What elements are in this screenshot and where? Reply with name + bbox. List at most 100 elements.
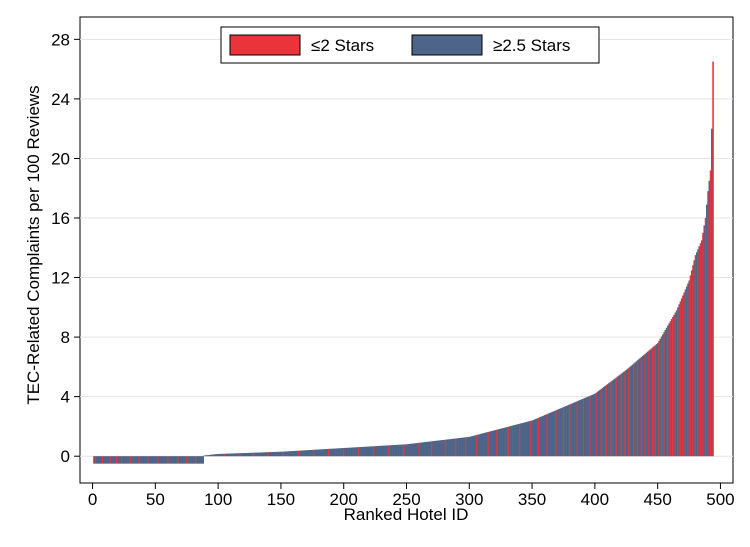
bar	[279, 451, 281, 457]
bar	[161, 456, 163, 464]
bar	[115, 456, 118, 464]
bar	[591, 394, 594, 457]
bar	[699, 243, 702, 457]
bar	[515, 424, 517, 457]
bar	[162, 456, 164, 464]
bar	[644, 353, 647, 457]
bar	[103, 456, 105, 464]
bar	[430, 441, 433, 457]
bar	[270, 452, 272, 457]
bar	[282, 451, 285, 457]
bar	[316, 449, 319, 457]
x-tick-label: 450	[643, 490, 671, 509]
bar	[289, 451, 291, 457]
bar	[518, 423, 521, 457]
bar	[526, 421, 528, 457]
bar	[547, 413, 550, 457]
bar	[346, 447, 349, 457]
bar	[355, 447, 358, 457]
x-tick-label: 400	[581, 490, 609, 509]
bar	[333, 448, 335, 457]
bar	[228, 453, 231, 457]
bar	[556, 409, 559, 457]
bar	[387, 445, 389, 457]
bar	[459, 437, 462, 457]
bar	[707, 191, 709, 457]
bar	[551, 411, 554, 457]
bar	[704, 217, 707, 457]
bar	[538, 417, 541, 457]
bar	[99, 456, 102, 464]
bar	[310, 449, 312, 457]
x-tick-label: 250	[392, 490, 420, 509]
bar	[408, 443, 410, 457]
bar	[536, 418, 539, 457]
x-tick-label: 150	[267, 490, 295, 509]
bar	[173, 456, 176, 464]
bar	[140, 456, 143, 464]
y-tick-label: 8	[61, 328, 70, 347]
bar	[410, 443, 413, 457]
bar	[252, 452, 255, 457]
bar	[482, 433, 485, 457]
bar	[437, 440, 439, 457]
bar	[462, 437, 464, 457]
bar	[263, 452, 266, 457]
bar	[197, 456, 199, 464]
bar	[703, 225, 706, 457]
bar	[625, 369, 628, 457]
bar	[600, 388, 603, 457]
bar	[662, 334, 664, 457]
bar	[142, 456, 144, 464]
bar	[326, 448, 329, 457]
x-tick-label: 100	[204, 490, 232, 509]
bar	[256, 452, 258, 457]
bar	[400, 444, 403, 457]
bar	[557, 409, 560, 457]
bar	[498, 428, 501, 457]
bar	[577, 400, 580, 457]
legend-swatch-le2	[229, 34, 301, 56]
bar	[451, 438, 453, 457]
bar	[145, 456, 148, 464]
bar	[351, 447, 354, 457]
bar	[425, 441, 428, 457]
bar	[127, 456, 129, 464]
bar	[132, 456, 134, 464]
bar	[629, 366, 631, 457]
bar	[230, 453, 232, 457]
bar	[395, 444, 398, 457]
bar	[633, 363, 635, 457]
legend-swatch-ge2-5	[411, 34, 483, 56]
bar	[380, 445, 383, 457]
bar	[603, 387, 605, 457]
legend-label-ge2-5: ≥2.5 Stars	[493, 36, 570, 55]
bar	[483, 432, 486, 457]
bar	[541, 416, 544, 457]
bar	[168, 456, 171, 464]
bar	[560, 408, 562, 457]
bar	[226, 453, 228, 457]
bar	[672, 316, 674, 457]
bar	[192, 456, 194, 464]
bar	[496, 429, 498, 457]
bar	[618, 375, 620, 457]
bar	[550, 412, 552, 457]
bar	[253, 452, 256, 457]
bar	[350, 447, 353, 457]
bar	[711, 128, 713, 457]
bar	[281, 451, 284, 457]
bar	[488, 431, 491, 457]
bar	[179, 456, 182, 464]
bar	[658, 340, 660, 457]
bar	[645, 352, 648, 457]
bar	[251, 452, 253, 457]
bars	[93, 61, 714, 464]
bar	[690, 270, 693, 457]
bar	[464, 437, 467, 457]
bar	[599, 389, 601, 457]
bar	[247, 452, 250, 457]
bar	[360, 446, 363, 457]
bar	[576, 401, 579, 457]
bar	[157, 456, 159, 464]
